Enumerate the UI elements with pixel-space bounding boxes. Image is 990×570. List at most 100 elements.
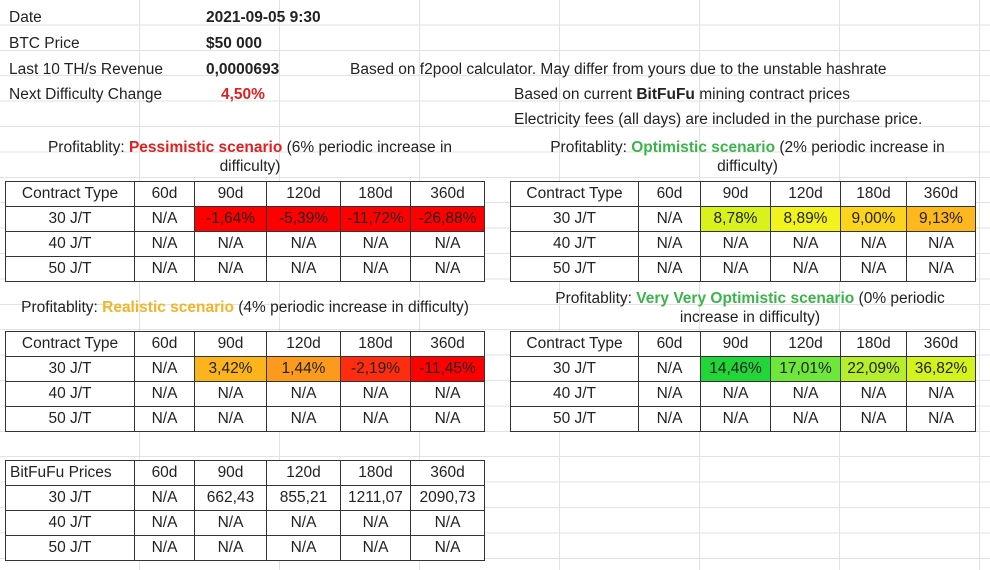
- realistic-title[interactable]: Profitablity: Realistic scenario (4% per…: [0, 298, 490, 317]
- value-cell[interactable]: 9,13%: [906, 206, 976, 232]
- header-cell[interactable]: 360d: [906, 331, 976, 357]
- value-cell[interactable]: N/A: [340, 406, 411, 432]
- price-cell[interactable]: N/A: [266, 535, 341, 561]
- value-cell[interactable]: N/A: [194, 256, 267, 282]
- pessimistic-title[interactable]: Profitablity: Pessimistic scenario (6% p…: [20, 138, 480, 176]
- price-cell[interactable]: N/A: [134, 535, 195, 561]
- header-cell[interactable]: 120d: [266, 331, 341, 357]
- header-cell[interactable]: Contract Type: [5, 331, 135, 357]
- header-cell[interactable]: 180d: [340, 181, 411, 207]
- date-value[interactable]: 2021-09-05 9:30: [206, 9, 321, 26]
- electricity-note[interactable]: Electricity fees (all days) are included…: [514, 111, 923, 128]
- value-cell[interactable]: N/A: [840, 381, 907, 407]
- header-cell[interactable]: 90d: [700, 331, 771, 357]
- contract-type-cell[interactable]: 50 J/T: [5, 406, 135, 432]
- value-cell[interactable]: N/A: [638, 381, 701, 407]
- value-cell[interactable]: N/A: [700, 381, 771, 407]
- value-cell[interactable]: 8,78%: [700, 206, 771, 232]
- value-cell[interactable]: N/A: [194, 381, 267, 407]
- value-cell[interactable]: N/A: [906, 256, 976, 282]
- price-cell[interactable]: 855,21: [266, 485, 341, 511]
- value-cell[interactable]: N/A: [134, 381, 195, 407]
- contract-type-cell[interactable]: 50 J/T: [5, 535, 135, 561]
- value-cell[interactable]: N/A: [194, 406, 267, 432]
- header-cell[interactable]: 360d: [410, 181, 485, 207]
- value-cell[interactable]: N/A: [134, 356, 195, 382]
- value-cell[interactable]: N/A: [410, 406, 485, 432]
- price-cell[interactable]: N/A: [194, 535, 267, 561]
- value-cell[interactable]: N/A: [906, 406, 976, 432]
- contract-type-cell[interactable]: 30 J/T: [5, 485, 135, 511]
- header-cell[interactable]: Contract Type: [510, 331, 639, 357]
- value-cell[interactable]: N/A: [770, 406, 841, 432]
- value-cell[interactable]: 14,46%: [700, 356, 771, 382]
- btc-price-value[interactable]: $50 000: [206, 35, 263, 52]
- header-cell[interactable]: 120d: [770, 181, 841, 207]
- header-cell[interactable]: 60d: [134, 181, 195, 207]
- value-cell[interactable]: N/A: [906, 231, 976, 257]
- value-cell[interactable]: -2,19%: [340, 356, 411, 382]
- value-cell[interactable]: N/A: [266, 406, 341, 432]
- header-cell[interactable]: 180d: [340, 331, 411, 357]
- price-cell[interactable]: N/A: [340, 510, 411, 536]
- value-cell[interactable]: 36,82%: [906, 356, 976, 382]
- price-cell[interactable]: 662,43: [194, 485, 267, 511]
- optimistic-title[interactable]: Profitablity: Optimistic scenario (2% pe…: [525, 138, 970, 176]
- header-cell[interactable]: 360d: [410, 460, 485, 486]
- value-cell[interactable]: N/A: [638, 206, 701, 232]
- value-cell[interactable]: N/A: [134, 406, 195, 432]
- header-cell[interactable]: BitFuFu Prices: [5, 460, 135, 486]
- value-cell[interactable]: N/A: [340, 381, 411, 407]
- price-cell[interactable]: N/A: [134, 485, 195, 511]
- value-cell[interactable]: N/A: [840, 406, 907, 432]
- header-cell[interactable]: 90d: [194, 331, 267, 357]
- header-cell[interactable]: 120d: [266, 460, 341, 486]
- value-cell[interactable]: N/A: [700, 231, 771, 257]
- value-cell[interactable]: 22,09%: [840, 356, 907, 382]
- contract-type-cell[interactable]: 30 J/T: [510, 356, 639, 382]
- header-cell[interactable]: 60d: [134, 460, 195, 486]
- header-cell[interactable]: 180d: [840, 181, 907, 207]
- header-cell[interactable]: 180d: [840, 331, 907, 357]
- price-cell[interactable]: N/A: [266, 510, 341, 536]
- value-cell[interactable]: 8,89%: [770, 206, 841, 232]
- contract-type-cell[interactable]: 30 J/T: [510, 206, 639, 232]
- price-cell[interactable]: N/A: [194, 510, 267, 536]
- header-cell[interactable]: 60d: [638, 181, 701, 207]
- contract-type-cell[interactable]: 50 J/T: [5, 256, 135, 282]
- header-cell[interactable]: 120d: [266, 181, 341, 207]
- contract-type-cell[interactable]: 50 J/T: [510, 256, 639, 282]
- value-cell[interactable]: 9,00%: [840, 206, 907, 232]
- revenue-label[interactable]: Last 10 TH/s Revenue: [9, 61, 163, 78]
- header-cell[interactable]: 120d: [770, 331, 841, 357]
- value-cell[interactable]: N/A: [340, 231, 411, 257]
- header-cell[interactable]: Contract Type: [510, 181, 639, 207]
- price-cell[interactable]: 1211,07: [340, 485, 411, 511]
- price-cell[interactable]: N/A: [134, 510, 195, 536]
- revenue-value[interactable]: 0,0000693: [206, 61, 280, 78]
- contract-type-cell[interactable]: 40 J/T: [510, 381, 639, 407]
- value-cell[interactable]: 17,01%: [770, 356, 841, 382]
- value-cell[interactable]: N/A: [266, 256, 341, 282]
- value-cell[interactable]: N/A: [134, 256, 195, 282]
- value-cell[interactable]: N/A: [194, 231, 267, 257]
- header-cell[interactable]: Contract Type: [5, 181, 135, 207]
- header-cell[interactable]: 360d: [410, 331, 485, 357]
- value-cell[interactable]: N/A: [410, 231, 485, 257]
- header-cell[interactable]: 60d: [134, 331, 195, 357]
- price-cell[interactable]: N/A: [340, 535, 411, 561]
- header-cell[interactable]: 90d: [194, 181, 267, 207]
- value-cell[interactable]: -11,45%: [410, 356, 485, 382]
- contract-type-cell[interactable]: 30 J/T: [5, 356, 135, 382]
- very-optimistic-title[interactable]: Profitablity: Very Very Optimistic scena…: [530, 289, 970, 327]
- value-cell[interactable]: N/A: [770, 381, 841, 407]
- value-cell[interactable]: N/A: [638, 406, 701, 432]
- value-cell[interactable]: N/A: [266, 231, 341, 257]
- contract-note[interactable]: Based on current BitFuFu mining contract…: [514, 86, 850, 104]
- value-cell[interactable]: N/A: [770, 231, 841, 257]
- value-cell[interactable]: N/A: [840, 256, 907, 282]
- value-cell[interactable]: N/A: [340, 256, 411, 282]
- contract-type-cell[interactable]: 30 J/T: [5, 206, 135, 232]
- value-cell[interactable]: N/A: [700, 256, 771, 282]
